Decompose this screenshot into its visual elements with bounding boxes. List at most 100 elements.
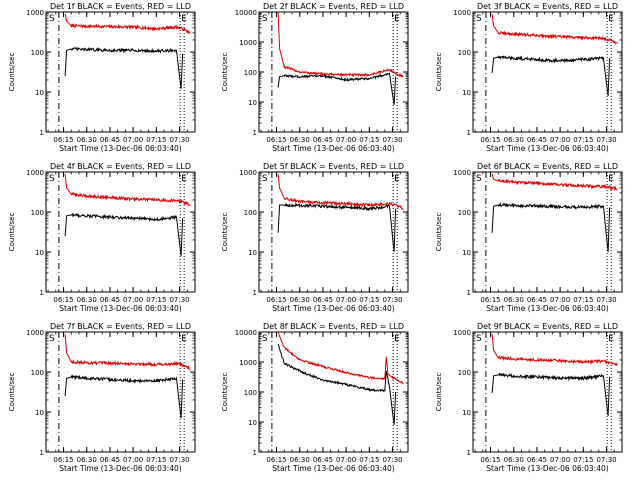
events-series-line [491, 55, 611, 96]
plot-title: Det 5f BLACK = Events, RED = LLD [263, 162, 404, 171]
y-tick-label: 10 [462, 409, 471, 417]
plot-title: Det 4f BLACK = Events, RED = LLD [50, 162, 191, 171]
y-axis-label: Counts/sec [8, 213, 16, 252]
plot-frame [472, 331, 623, 453]
x-tick-label: 07:00 [336, 296, 356, 304]
x-axis-label: Start Time (13-Dec-06 06:03:40) [59, 464, 181, 473]
x-tick-label: 07:00 [550, 456, 570, 464]
x-tick-label: 07:00 [550, 296, 570, 304]
end-marker-label: E [394, 334, 400, 344]
y-tick-label: 10 [462, 89, 471, 97]
y-tick-label: 1000 [453, 169, 471, 177]
y-tick-label: 1 [40, 449, 44, 457]
x-tick-label: 06:15 [266, 296, 286, 304]
y-tick-label: 1000 [239, 169, 257, 177]
x-tick-label: 07:30 [596, 136, 616, 144]
end-marker-label: E [608, 14, 614, 24]
y-tick-label: 100 [244, 209, 257, 217]
x-axis-label: Start Time (13-Dec-06 06:03:40) [486, 304, 608, 313]
events-series-line [277, 202, 397, 253]
end-marker-label: E [394, 174, 400, 184]
events-series-line [277, 343, 397, 425]
x-tick-label: 06:45 [100, 456, 120, 464]
y-axis-label: Counts/sec [221, 53, 229, 92]
x-axis-label: Start Time (13-Dec-06 06:03:40) [59, 304, 181, 313]
plot-title: Det 9f BLACK = Events, RED = LLD [477, 322, 618, 331]
lld-series-line [491, 333, 618, 367]
plot-panel-det-1: Det 1f BLACK = Events, RED = LLD 1 10 100 10… [8, 2, 196, 153]
x-tick-label: 07:15 [573, 456, 593, 464]
y-tick-label: 10 [35, 89, 44, 97]
plot-title: Det 6f BLACK = Events, RED = LLD [477, 162, 618, 171]
lld-series-line [277, 11, 404, 78]
y-tick-label: 1000 [453, 9, 471, 17]
plot-panel-det-8: Det 8f BLACK = Events, RED = LLD 1 10 100 10… [221, 322, 409, 473]
events-series-line [64, 212, 184, 256]
y-tick-label: 10 [462, 249, 471, 257]
x-tick-label: 06:45 [313, 136, 333, 144]
y-tick-label: 1000 [239, 39, 257, 47]
end-marker-label: E [181, 334, 187, 344]
start-marker-label: S [49, 174, 55, 184]
x-tick-label: 06:30 [77, 296, 97, 304]
x-tick-label: 07:00 [336, 136, 356, 144]
y-tick-label: 100 [31, 369, 44, 377]
x-axis-label: Start Time (13-Dec-06 06:03:40) [486, 464, 608, 473]
x-tick-label: 06:15 [53, 296, 73, 304]
lld-series-line [277, 173, 404, 210]
plot-panel-det-3: Det 3f BLACK = Events, RED = LLD 1 10 100 10… [435, 2, 623, 153]
y-tick-label: 10 [248, 99, 257, 107]
y-tick-label: 10 [35, 409, 44, 417]
y-tick-label: 100 [458, 49, 471, 57]
x-tick-label: 07:15 [146, 456, 166, 464]
plot-frame [45, 331, 196, 453]
start-marker-label: S [262, 174, 268, 184]
x-axis-label: Start Time (13-Dec-06 06:03:40) [272, 464, 394, 473]
y-axis-label: Counts/sec [435, 373, 443, 412]
x-tick-label: 06:15 [53, 136, 73, 144]
y-axis-label: Counts/sec [435, 213, 443, 252]
x-axis-label: Start Time (13-Dec-06 06:03:40) [486, 144, 608, 153]
y-tick-label: 1000 [239, 359, 257, 367]
y-tick-label: 100 [244, 389, 257, 397]
y-tick-label: 1 [253, 289, 257, 297]
x-tick-label: 06:30 [290, 136, 310, 144]
events-series-line [64, 374, 184, 419]
y-tick-label: 1000 [26, 169, 44, 177]
y-axis-label: Counts/sec [435, 53, 443, 92]
x-tick-label: 06:45 [527, 456, 547, 464]
y-axis-label: Counts/sec [8, 53, 16, 92]
plot-panel-det-5: Det 5f BLACK = Events, RED = LLD 1 10 100 10… [221, 162, 409, 313]
x-tick-label: 07:15 [146, 136, 166, 144]
x-tick-label: 06:30 [77, 456, 97, 464]
x-tick-label: 07:00 [123, 296, 143, 304]
lld-series-line [64, 333, 191, 371]
lld-series-line [491, 173, 618, 191]
y-tick-label: 100 [31, 209, 44, 217]
x-tick-label: 06:30 [290, 456, 310, 464]
end-marker-label: E [181, 14, 187, 24]
x-tick-label: 07:30 [169, 136, 189, 144]
y-axis-label: Counts/sec [221, 213, 229, 252]
plot-title: Det 1f BLACK = Events, RED = LLD [50, 2, 191, 11]
x-tick-label: 07:15 [146, 296, 166, 304]
x-axis-label: Start Time (13-Dec-06 06:03:40) [272, 304, 394, 313]
start-marker-label: S [476, 174, 482, 184]
x-tick-label: 06:45 [527, 296, 547, 304]
x-tick-label: 06:30 [504, 296, 524, 304]
y-tick-label: 10000 [235, 329, 257, 337]
plot-title: Det 2f BLACK = Events, RED = LLD [263, 2, 404, 11]
x-tick-label: 07:00 [123, 456, 143, 464]
x-axis-label: Start Time (13-Dec-06 06:03:40) [272, 144, 394, 153]
plot-title: Det 7f BLACK = Events, RED = LLD [50, 322, 191, 331]
x-tick-label: 07:15 [359, 136, 379, 144]
y-tick-label: 10000 [235, 9, 257, 17]
plot-panel-det-2: Det 2f BLACK = Events, RED = LLD 1 10 100 10… [221, 2, 409, 153]
x-tick-label: 07:15 [573, 296, 593, 304]
plot-frame [45, 171, 196, 293]
lld-series-line [491, 13, 618, 45]
plot-frame [472, 171, 623, 293]
y-tick-label: 100 [458, 209, 471, 217]
x-tick-label: 06:30 [504, 136, 524, 144]
x-tick-label: 06:45 [527, 136, 547, 144]
